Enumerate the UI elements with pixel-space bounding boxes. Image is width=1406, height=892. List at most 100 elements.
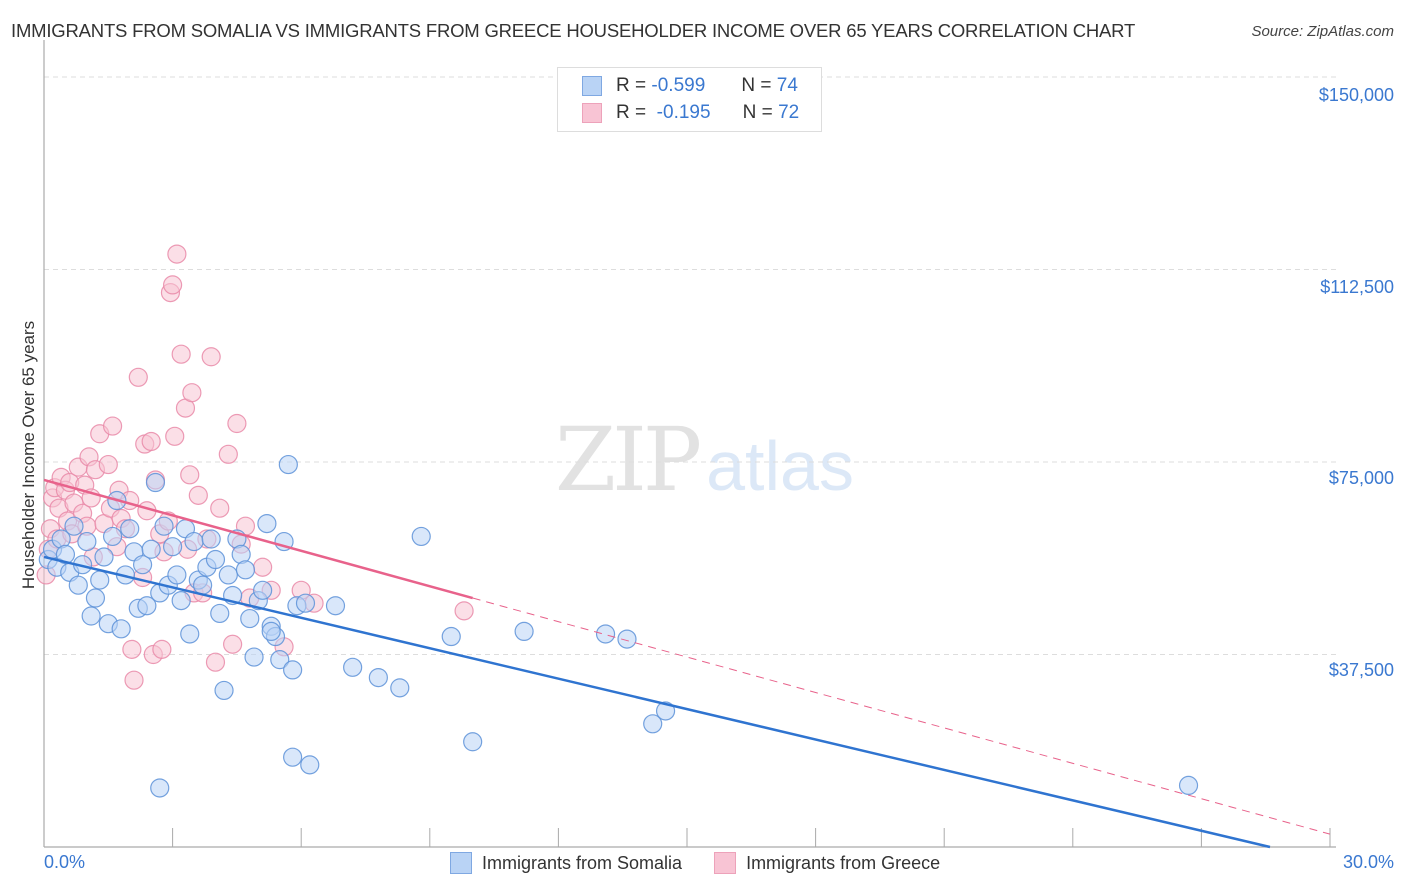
somalia-data-point bbox=[218, 565, 238, 585]
greece-legend-swatch-icon bbox=[714, 852, 737, 874]
somalia-data-point bbox=[85, 588, 106, 608]
greece-swatch-icon bbox=[582, 103, 602, 123]
greece-data-point bbox=[182, 383, 202, 403]
somalia-data-point bbox=[283, 747, 303, 767]
x-tick-max: 30.0% bbox=[1342, 852, 1394, 872]
legend-row-greece: R = -0.195 N = 72 bbox=[582, 100, 799, 126]
somalia-data-point bbox=[253, 580, 273, 600]
somalia-n-value: 74 bbox=[776, 75, 798, 96]
y-tick-75000: $75,000 bbox=[1328, 468, 1394, 488]
greece-data-point bbox=[98, 454, 118, 475]
somalia-data-point bbox=[368, 667, 388, 688]
greece-data-point bbox=[218, 444, 238, 464]
chart-title: IMMIGRANTS FROM SOMALIA VS IMMIGRANTS FR… bbox=[11, 20, 1136, 41]
greece-data-point bbox=[454, 601, 474, 621]
somalia-data-point bbox=[102, 526, 123, 547]
somalia-data-point bbox=[205, 549, 226, 570]
greece-data-point bbox=[163, 275, 183, 295]
somalia-data-point bbox=[441, 626, 461, 647]
somalia-data-point bbox=[240, 608, 260, 629]
greece-data-point bbox=[141, 431, 161, 452]
somalia-data-point bbox=[343, 657, 363, 677]
somalia-data-point bbox=[210, 603, 230, 624]
somalia-data-point bbox=[595, 624, 616, 644]
series-legend: Immigrants from Somalia Immigrants from … bbox=[450, 852, 940, 874]
somalia-data-point bbox=[55, 544, 76, 565]
somalia-data-point bbox=[180, 624, 200, 644]
greece-data-point bbox=[188, 485, 208, 505]
somalia-data-point bbox=[655, 701, 676, 721]
somalia-legend-swatch-icon bbox=[450, 852, 472, 874]
greece-trend-extension bbox=[472, 597, 1331, 835]
greece-data-point bbox=[128, 367, 148, 387]
greece-data-point bbox=[201, 347, 221, 367]
somalia-data-point bbox=[184, 531, 204, 552]
somalia-data-point bbox=[171, 590, 191, 611]
somalia-data-point bbox=[64, 516, 84, 536]
somalia-data-point bbox=[77, 531, 97, 552]
somalia-data-point bbox=[300, 755, 320, 775]
somalia-data-point bbox=[617, 629, 637, 649]
greece-data-point bbox=[227, 413, 247, 434]
greece-data-point bbox=[253, 557, 273, 577]
somalia-data-point bbox=[257, 513, 277, 534]
legend-label-somalia: Immigrants from Somalia bbox=[482, 852, 683, 873]
greece-data-point bbox=[223, 634, 243, 654]
somalia-data-point bbox=[111, 619, 131, 639]
source-label: Source: ZipAtlas.com bbox=[1251, 23, 1394, 40]
somalia-data-point bbox=[90, 570, 110, 590]
somalia-data-point bbox=[411, 526, 431, 547]
somalia-data-point bbox=[132, 555, 153, 575]
somalia-data-point bbox=[390, 678, 410, 698]
somalia-data-point bbox=[120, 519, 140, 539]
somalia-data-point bbox=[214, 680, 234, 701]
somalia-data-point bbox=[643, 714, 663, 734]
somalia-data-point bbox=[150, 778, 170, 798]
correlation-legend: R = -0.599 N = 74 R = -0.195 N = 72 bbox=[557, 67, 822, 132]
somalia-trend-line bbox=[43, 555, 1271, 849]
somalia-data-point bbox=[270, 650, 290, 670]
y-tick-37500: $37,500 bbox=[1328, 660, 1394, 680]
somalia-r-value: -0.599 bbox=[651, 75, 706, 96]
somalia-data-point bbox=[283, 660, 303, 680]
somalia-data-point bbox=[278, 454, 298, 475]
greece-r-value: -0.195 bbox=[656, 102, 711, 123]
somalia-data-point bbox=[68, 575, 88, 595]
greece-data-point bbox=[167, 244, 187, 264]
y-tick-112500: $112,500 bbox=[1320, 277, 1394, 297]
somalia-data-point bbox=[154, 516, 174, 536]
somalia-data-point bbox=[167, 565, 187, 585]
greece-trend-line bbox=[43, 478, 473, 600]
greece-data-point bbox=[171, 344, 191, 364]
somalia-data-point bbox=[145, 472, 166, 493]
somalia-data-point bbox=[141, 539, 161, 559]
somalia-data-point bbox=[463, 732, 483, 752]
greece-data-point bbox=[165, 426, 185, 446]
greece-data-point bbox=[152, 639, 172, 659]
somalia-data-point bbox=[201, 529, 221, 549]
greece-data-point bbox=[180, 465, 200, 485]
somalia-data-point bbox=[261, 621, 281, 642]
greece-data-point bbox=[205, 652, 226, 672]
legend-row-somalia: R = -0.599 N = 74 bbox=[582, 73, 798, 99]
greece-data-point bbox=[122, 639, 142, 659]
somalia-data-point bbox=[137, 596, 157, 616]
somalia-swatch-icon bbox=[582, 76, 602, 96]
somalia-data-point bbox=[94, 547, 114, 567]
somalia-data-point bbox=[514, 621, 534, 642]
greece-data-point bbox=[124, 670, 144, 690]
somalia-data-point bbox=[235, 560, 256, 580]
y-tick-150000: $150,000 bbox=[1318, 85, 1394, 105]
somalia-data-point bbox=[295, 593, 316, 613]
somalia-data-point bbox=[193, 575, 213, 595]
somalia-data-point bbox=[244, 647, 264, 667]
somalia-data-point bbox=[163, 537, 183, 557]
greece-data-point bbox=[102, 416, 123, 436]
x-tick-min: 0.0% bbox=[44, 852, 86, 872]
somalia-data-point bbox=[81, 606, 101, 626]
somalia-data-point bbox=[1178, 775, 1199, 796]
watermark-logo: ZIP atlas bbox=[555, 408, 854, 511]
greece-n-value: 72 bbox=[778, 102, 800, 123]
legend-label-greece: Immigrants from Greece bbox=[746, 852, 941, 873]
